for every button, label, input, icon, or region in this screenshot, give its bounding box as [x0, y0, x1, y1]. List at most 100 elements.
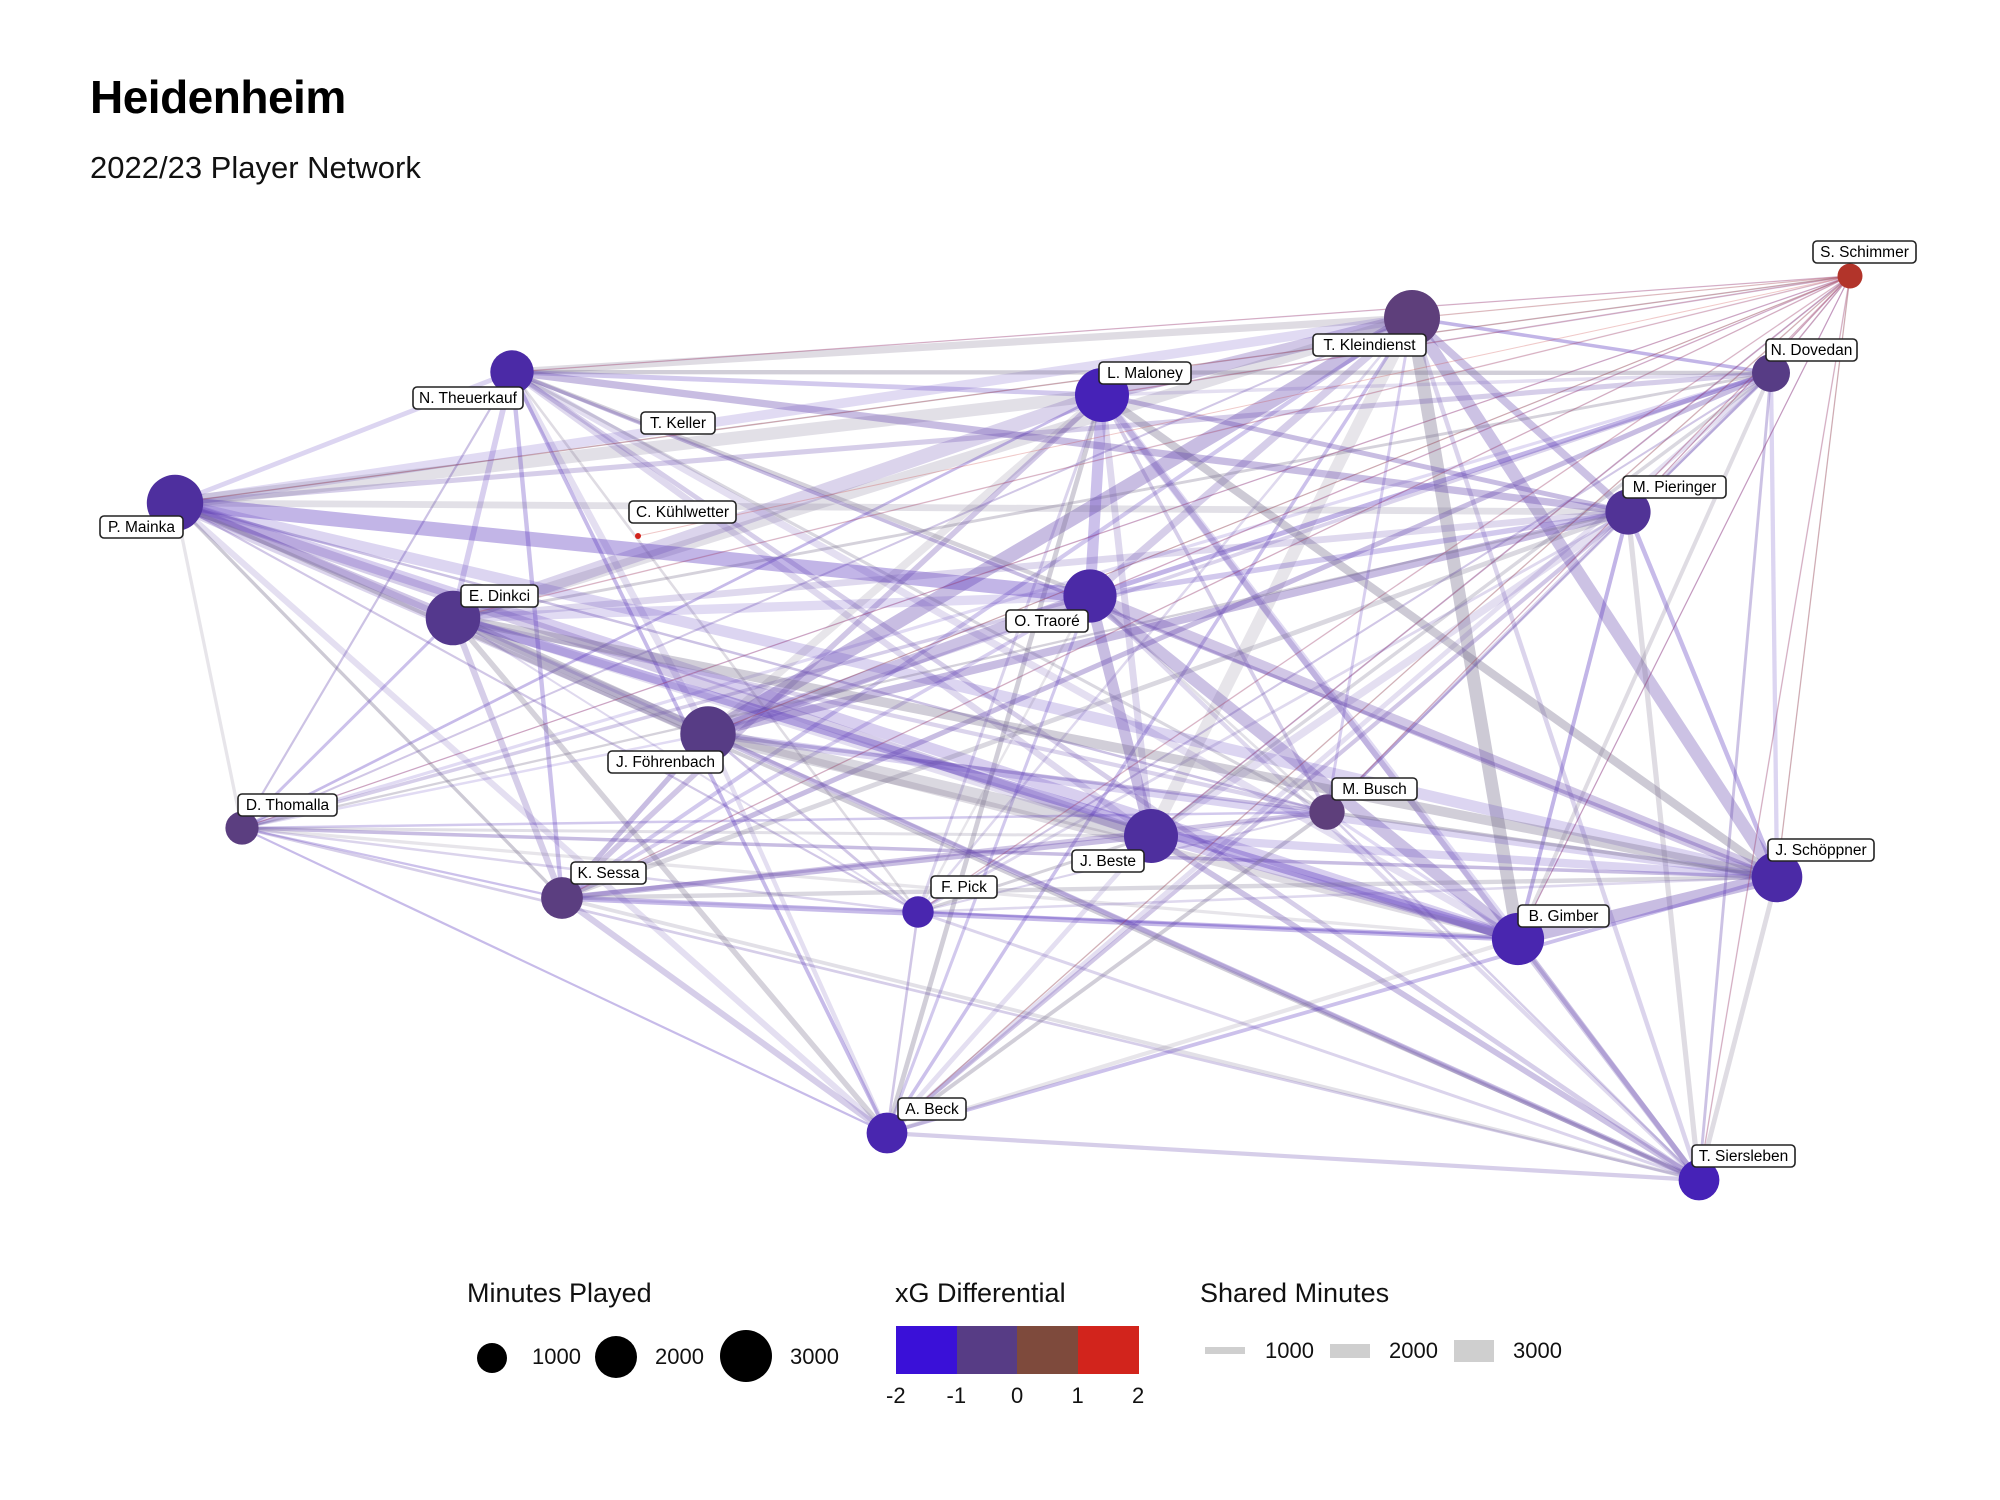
edge-fpick-tsiersleben: [917, 910, 1700, 1182]
label-fpick: F. Pick: [930, 875, 998, 899]
svg-text:L. Maloney: L. Maloney: [1107, 365, 1183, 382]
edge-ntheuerkauf-mpieringer: [511, 368, 1629, 516]
label-sschimmer: S. Schimmer: [1812, 240, 1917, 264]
edge-bgimber-abeck: [886, 936, 1519, 1136]
edge-sschimmer-lmaloney: [1101, 275, 1851, 396]
edge-mpieringer-ksessa: [561, 509, 1629, 901]
edge-jfhrenbach-tsiersleben: [706, 731, 1701, 1183]
edge-tkleindienst-mpieringer: [1409, 315, 1631, 515]
edge-schimmer-abeck: [886, 275, 1851, 1134]
edge-ndovedan-pmainka: [174, 370, 1772, 506]
edge-schimmer-ntheuerkauf: [511, 275, 1851, 373]
edge-ndovedan-fpick: [917, 372, 1772, 913]
edge-jschppner-ksessa: [561, 874, 1778, 901]
edge-jfhrenbach-fpick: [707, 732, 919, 914]
edge-tkleindienst-jbeste: [1145, 315, 1418, 839]
edge-sschimmer-otraor: [1089, 275, 1851, 597]
edge-edinkci-mbusch: [452, 615, 1328, 815]
legend-xg-title: xG Differential: [895, 1278, 1066, 1308]
edge-abeck-tsiersleben: [886, 1130, 1700, 1183]
label-otraor: O. Traoré: [1005, 609, 1089, 633]
svg-text:N. Dovedan: N. Dovedan: [1771, 342, 1853, 359]
legend-shared-label-3000: 3000: [1513, 1338, 1562, 1363]
edge-otraor-edinkci: [452, 591, 1091, 623]
svg-text:T. Kleindienst: T. Kleindienst: [1323, 337, 1416, 354]
svg-text:F. Pick: F. Pick: [941, 879, 987, 896]
edge-schimmer-jschppner: [1776, 275, 1851, 878]
edge-edinkci-jfhrenbach: [450, 613, 711, 739]
edge-pmainka-mbusch: [174, 501, 1328, 814]
edge-jfhrenbach-jschppner: [707, 730, 1778, 881]
edge-jbeste-bgimber: [1149, 832, 1520, 943]
label-tkeller: T. Keller: [640, 411, 716, 435]
label-tsiersleben: T. Siersleben: [1691, 1144, 1796, 1168]
edge-lmaloney-mpieringer: [1101, 392, 1629, 515]
node-mpieringer: [1605, 489, 1651, 535]
label-dthomalla: D. Thomalla: [237, 793, 338, 817]
svg-text:K. Sessa: K. Sessa: [577, 865, 639, 882]
edge-edinkci-bgimber: [451, 613, 1520, 944]
edge-sschimmer-fpick: [917, 275, 1851, 913]
edge-dthomalla-abeck: [241, 827, 888, 1134]
edge-jfhrenbach-abeck: [705, 733, 890, 1134]
edge-tkleindienst-tsiersleben: [1409, 317, 1702, 1181]
edge-schimmer-edinkci: [452, 275, 1851, 619]
edge-jfhrenbach-bgimber: [707, 730, 1519, 943]
svg-text:T. Keller: T. Keller: [650, 415, 706, 432]
label-pmainka: P. Mainka: [99, 515, 184, 539]
edge-mpieringer-abeck: [885, 510, 1630, 1135]
label-tkleindienst: T. Kleindienst: [1312, 333, 1427, 357]
edge-mpieringer-otraor: [1089, 509, 1629, 599]
svg-text:J. Schöppner: J. Schöppner: [1775, 842, 1866, 859]
edge-pmainka-jbeste: [173, 497, 1153, 842]
edge-ndovedan-jbeste: [1149, 371, 1773, 838]
edge-mpieringer-jschppner: [1625, 511, 1780, 878]
edge-schimmer-tsiersleben: [1698, 275, 1851, 1181]
edge-sschimmer-edinkci: [452, 275, 1851, 619]
nodes-layer: [146, 263, 1863, 1201]
edge-pmainka-bgimber: [173, 497, 1520, 945]
chart-subtitle: 2022/23 Player Network: [90, 150, 421, 185]
edge-tkleindienst-jschppner: [1406, 314, 1783, 881]
edge-schimmer-ckhlwetter: [637, 275, 1851, 537]
edge-pmainka-fpick: [174, 502, 919, 913]
node-ksessa: [541, 877, 583, 919]
edge-dthomalla-jschppner: [241, 826, 1778, 879]
legend-shared-line-1000: [1205, 1347, 1245, 1354]
edge-tkleindienst-jfhrenbach: [704, 311, 1416, 741]
legend-minutes-label-1000: 1000: [532, 1344, 581, 1369]
edge-ndovedan-otraor: [1089, 370, 1772, 599]
edge-lmaloney-mbusch: [1100, 394, 1329, 813]
svg-text:T. Siersleben: T. Siersleben: [1699, 1148, 1789, 1165]
edge-mpieringer-bgimber: [1516, 511, 1630, 940]
edge-pmainka-abeck: [172, 500, 890, 1136]
edge-lmaloney-edinkci: [450, 388, 1105, 625]
edge-ntheuerkauf-jbeste: [510, 369, 1153, 839]
edge-mbusch-jbeste: [1150, 810, 1328, 838]
svg-text:C. Kühlwetter: C. Kühlwetter: [636, 504, 729, 521]
edge-sschimmer-ksessa: [561, 275, 1851, 899]
edge-tkleindienst-edinkci: [451, 312, 1414, 624]
node-dthomalla: [225, 811, 259, 845]
legend-minutes-label-3000: 3000: [790, 1344, 839, 1369]
edge-sschimmer-pmainka: [174, 275, 1851, 504]
svg-text:E. Dinkci: E. Dinkci: [469, 588, 530, 605]
edge-edinkci-abeck: [450, 616, 890, 1135]
legend-minutes-label-2000: 2000: [655, 1344, 704, 1369]
edge-pmainka-dthomalla: [173, 502, 244, 829]
edge-mbusch-bgimber: [1326, 810, 1519, 941]
edge-mbusch-jschppner: [1326, 810, 1778, 879]
edge-tkleindienst-dthomalla: [241, 317, 1413, 829]
edge-ksessa-bgimber: [561, 895, 1519, 942]
svg-text:S. Schimmer: S. Schimmer: [1820, 244, 1909, 261]
legend-shared-label-2000: 2000: [1389, 1338, 1438, 1363]
legend-xg-tick-0: -2: [886, 1383, 906, 1408]
edge-schimmer-dthomalla: [241, 275, 1851, 829]
edge-schimmer-jfhrenbach: [707, 275, 1851, 735]
edge-edinkci-ksessa: [450, 616, 565, 900]
edges-layer: [172, 275, 1851, 1183]
edge-edinkci-jbeste: [451, 613, 1153, 841]
edge-ndovedan-jfhrenbach: [707, 371, 1772, 736]
edge-mpieringer-jbeste: [1148, 508, 1631, 840]
edge-schimmer-jbeste: [1150, 275, 1851, 837]
